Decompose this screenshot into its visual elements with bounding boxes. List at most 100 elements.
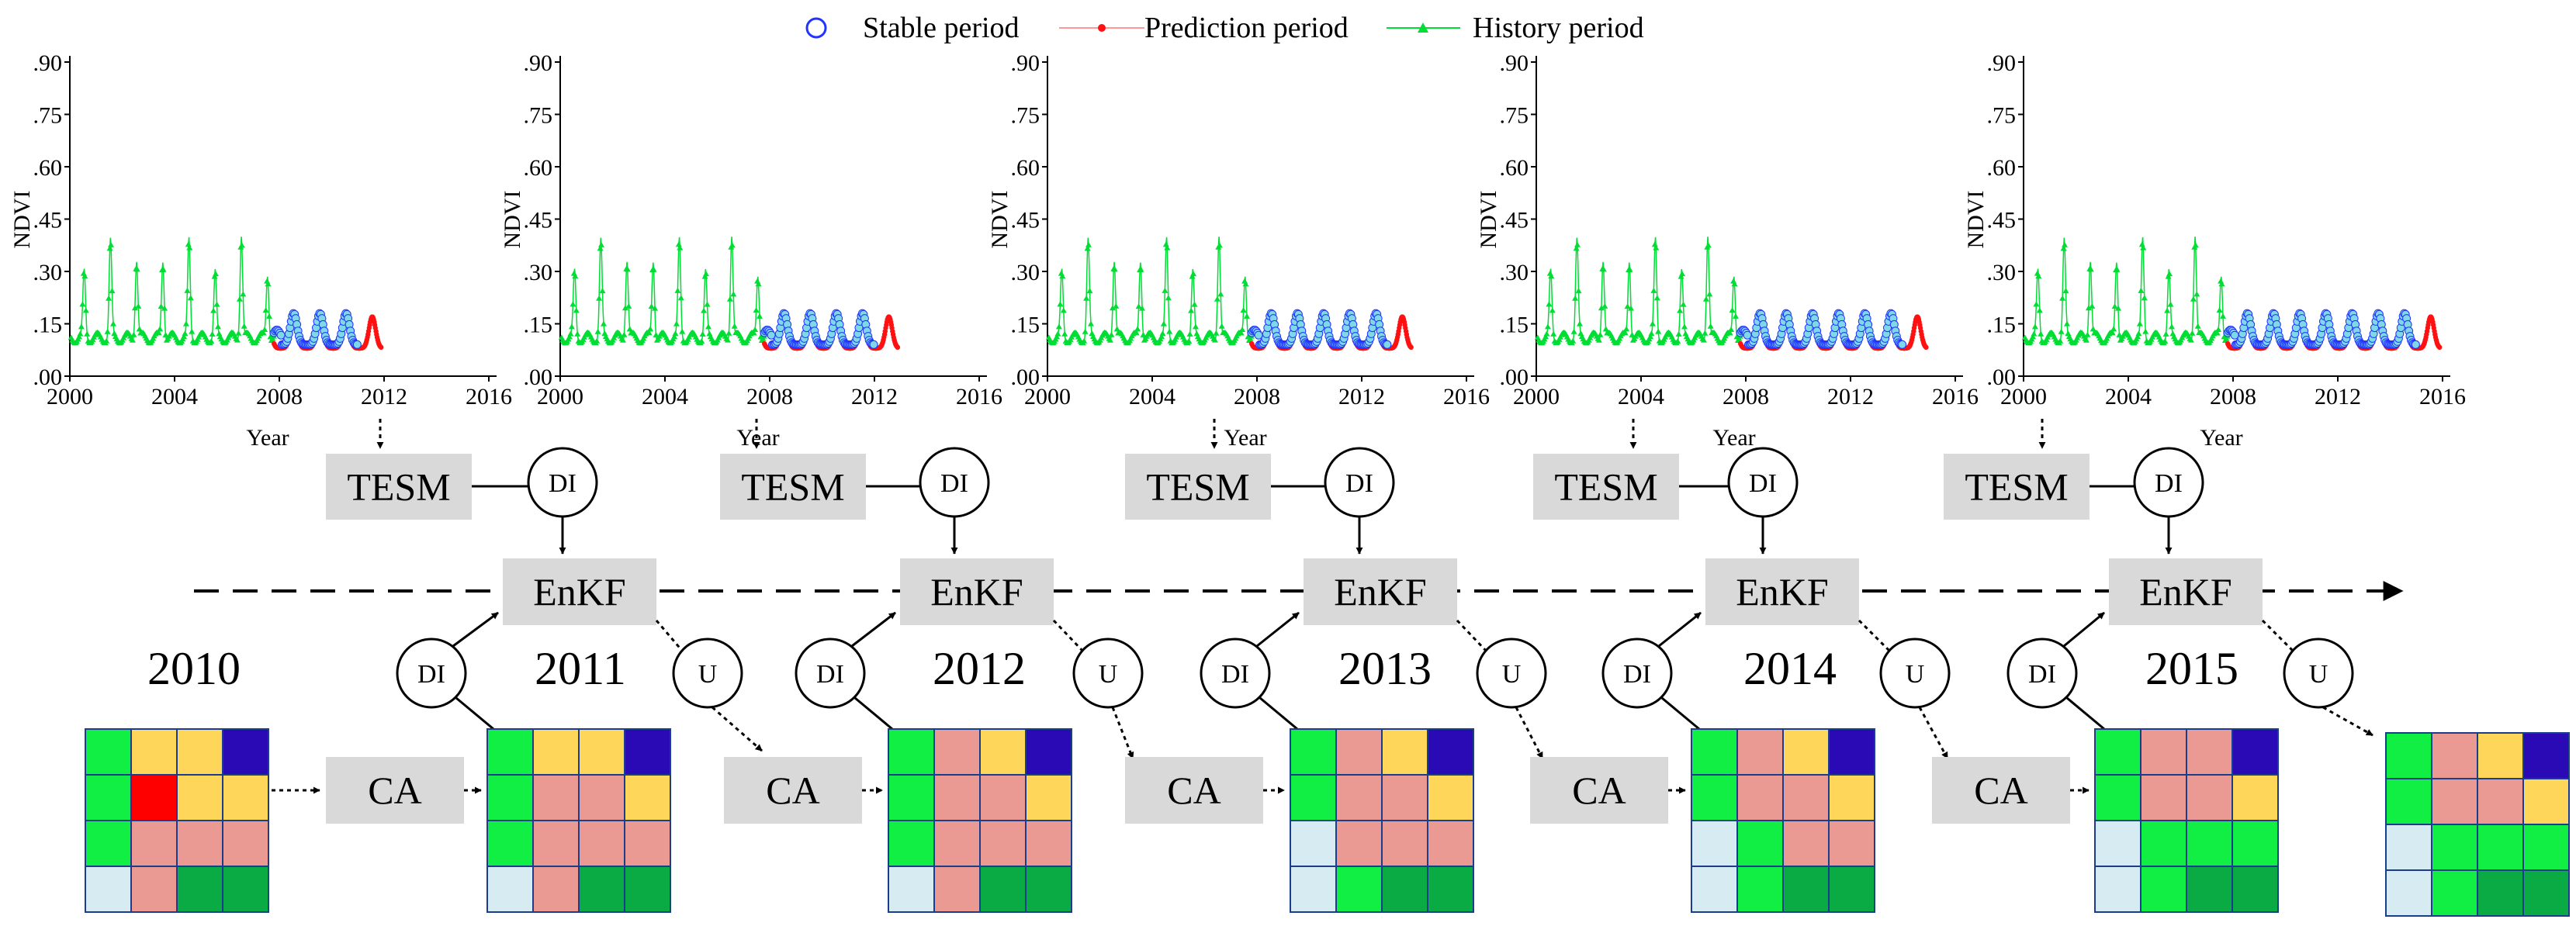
ca-5-box xyxy=(1932,757,2070,824)
ca-1-box xyxy=(326,757,464,824)
di-bottom-grid-connector-1 xyxy=(455,696,494,731)
x-tick-label: 2008 xyxy=(2210,384,2256,409)
grid-cell xyxy=(2477,824,2524,871)
stable-point xyxy=(276,330,286,340)
ca-3-label: CA xyxy=(1167,769,1220,812)
stable-point xyxy=(2411,340,2420,349)
grid-cell xyxy=(1736,866,1784,913)
history-point xyxy=(160,266,167,272)
history-point xyxy=(1085,241,1092,247)
grid-cell xyxy=(1025,820,1072,867)
di-bottom-3: DI xyxy=(1200,638,1271,709)
history-point xyxy=(1650,287,1657,293)
enkf-to-u-2 xyxy=(1052,619,1085,653)
history-point xyxy=(704,301,711,307)
history-point xyxy=(1601,302,1608,309)
y-tick-label: .15 xyxy=(1011,313,1040,338)
grid-cell xyxy=(2477,869,2524,917)
di-top-3: DI xyxy=(1324,447,1395,518)
year-label-2011: 2011 xyxy=(535,643,626,694)
legend: Stable period Prediction period History … xyxy=(805,12,1644,44)
history-point xyxy=(1239,327,1246,332)
x-axis-title: Year xyxy=(2200,425,2242,451)
di-bottom-to-enkf-arrow-5 xyxy=(2063,611,2105,648)
grid-cell xyxy=(2094,820,2141,867)
grid-cell xyxy=(222,774,269,821)
grid-cell xyxy=(2385,778,2432,825)
history-point xyxy=(78,323,85,330)
history-point xyxy=(653,331,660,337)
ca-5-label: CA xyxy=(1974,769,2027,812)
history-point xyxy=(673,320,680,327)
stable-point xyxy=(1743,330,1752,340)
ndvi-chart-2: .00 .15 .30 .45 .60 .75 .90 2000 2004 2008 2012 201… xyxy=(500,50,1002,451)
history-point xyxy=(1213,330,1220,336)
grid-cell xyxy=(624,728,671,776)
tesm-2-label: TESM xyxy=(741,465,844,509)
history-point xyxy=(1111,266,1118,272)
x-axis-title: Year xyxy=(1224,425,1266,451)
history-point xyxy=(216,330,223,337)
history-point xyxy=(1700,337,1707,343)
history-point xyxy=(81,273,88,279)
history-point xyxy=(1575,288,1582,294)
u-2: U xyxy=(1072,638,1144,709)
y-axis-title: NDVI xyxy=(987,191,1013,249)
grid-cell xyxy=(1381,774,1428,821)
history-point xyxy=(1106,337,1113,343)
history-point xyxy=(1081,337,1088,344)
x-tick-label: 2008 xyxy=(1234,384,1280,409)
history-point xyxy=(104,328,111,334)
history-point xyxy=(1162,241,1169,247)
history-point xyxy=(2216,307,2223,313)
history-point xyxy=(2190,295,2197,302)
history-point xyxy=(213,301,220,307)
year-label-2012: 2012 xyxy=(933,643,1026,694)
grid-cell xyxy=(1828,820,1875,867)
prediction-point xyxy=(895,344,901,350)
grid-cell xyxy=(222,820,269,867)
history-point xyxy=(1133,330,1140,336)
history-point xyxy=(2030,333,2036,340)
grid-cell xyxy=(2094,774,2141,821)
grid-cell xyxy=(2385,732,2432,779)
history-point xyxy=(2169,323,2175,330)
grid-cell xyxy=(933,820,981,867)
history-point xyxy=(750,330,757,336)
grid-cell xyxy=(1335,866,1383,913)
history-point xyxy=(1577,320,1583,327)
grid-cell xyxy=(1828,774,1875,821)
history-point xyxy=(2220,313,2226,319)
di-bottom-5: DI xyxy=(2006,638,2078,709)
enkf-5-box xyxy=(2109,558,2263,625)
di-top-5: DI xyxy=(2133,447,2204,518)
history-point xyxy=(1159,330,1166,337)
history-point xyxy=(1706,291,1713,297)
history-point xyxy=(2033,301,2040,307)
history-point xyxy=(671,333,677,340)
history-point xyxy=(2085,305,2092,311)
history-point xyxy=(2110,326,2117,332)
history-point xyxy=(679,328,686,334)
history-point xyxy=(677,244,684,251)
history-point xyxy=(621,331,628,337)
history-point xyxy=(210,307,217,313)
history-point xyxy=(1733,313,1739,319)
landuse-grid-4 xyxy=(1290,728,1474,913)
grid-cell xyxy=(486,774,534,821)
history-point xyxy=(234,337,241,343)
grid-cell xyxy=(2231,774,2279,821)
history-point xyxy=(1548,273,1555,279)
history-point xyxy=(726,295,733,302)
history-point xyxy=(2062,241,2068,247)
u-to-next-arrow-5 xyxy=(2322,706,2373,737)
u-5-circle xyxy=(2283,638,2354,709)
x-tick-label: 2016 xyxy=(1443,384,1490,409)
stable-point xyxy=(1898,340,1907,349)
history-point xyxy=(82,307,89,313)
history-point xyxy=(570,301,576,307)
y-tick-label: .15 xyxy=(1500,313,1529,338)
ca-2: CA xyxy=(724,757,862,824)
history-point xyxy=(157,326,164,332)
tesm-1: TESM xyxy=(326,454,472,520)
